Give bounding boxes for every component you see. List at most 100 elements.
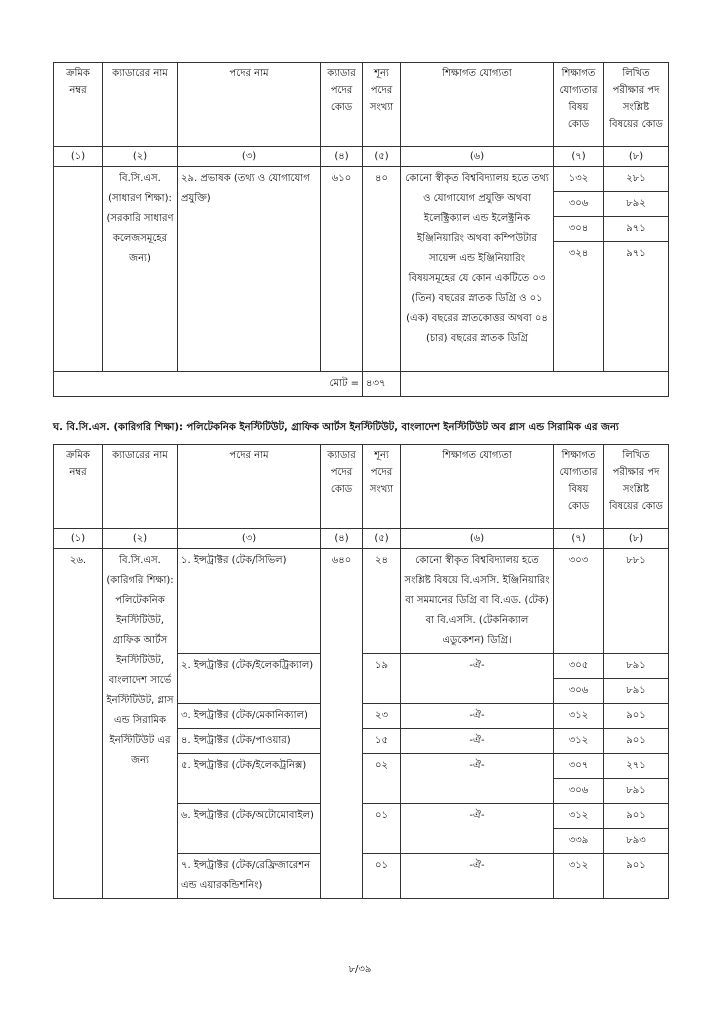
subject-code-cell: ৩১২ bbox=[553, 803, 604, 829]
table-row: ৭. ইন্সট্রাক্টর (টেক/রেফ্রিজারেশন এন্ড এ… bbox=[54, 853, 669, 899]
subject-code-cell: ১৩২ bbox=[553, 166, 604, 192]
vacancies-cell: ১৯ bbox=[362, 653, 401, 704]
subject-code-cell: ৩২৪ bbox=[553, 241, 604, 372]
subject-code-cell: ৩০৪ bbox=[553, 216, 604, 242]
table-general-education: ক্রমিক নম্বর ক্যাডারের নাম পদের নাম ক্যা… bbox=[53, 62, 669, 397]
col-number: (২) bbox=[102, 146, 178, 167]
total-value: ৪৩৭ bbox=[362, 371, 401, 397]
exam-code-cell: ৯৭১ bbox=[603, 241, 669, 372]
code-subrow: ৩০৬ ৮৯১ bbox=[54, 678, 669, 704]
qualification-cell: -ঐ- bbox=[400, 753, 554, 804]
subject-code-cell: ৩০৩ bbox=[553, 548, 604, 654]
header-exam-code: লিখিত পরীক্ষার পদ সংশ্লিষ্ট বিষয়ের কোড bbox=[603, 62, 669, 147]
exam-code-cell: ৯০১ bbox=[603, 853, 669, 899]
col-number: (৪) bbox=[320, 528, 363, 549]
header-qualification: শিক্ষাগত যোগ্যতা bbox=[400, 444, 554, 529]
exam-code-cell: ৮৯৩ bbox=[603, 828, 669, 854]
col-number: (৩) bbox=[177, 528, 321, 549]
header-cadre-code: ক্যাডার পদের কোড bbox=[320, 62, 363, 147]
total-label: মোট = bbox=[53, 371, 363, 397]
exam-code-cell: ৮৯১ bbox=[603, 678, 669, 704]
header-post: পদের নাম bbox=[177, 444, 321, 529]
post-cell: ৪. ইন্সট্রাক্টর (টেক/পাওয়ার) bbox=[177, 728, 321, 754]
exam-code-cell: ৮৯১ bbox=[603, 653, 669, 679]
vacancies-cell: ২৩ bbox=[362, 703, 401, 729]
cadre-code-cell: ৬১০ bbox=[320, 166, 363, 372]
subject-code-cell: ৩১২ bbox=[553, 853, 604, 899]
col-number: (৬) bbox=[400, 146, 554, 167]
col-number: (৭) bbox=[553, 528, 604, 549]
serial-cell bbox=[53, 166, 103, 372]
subject-code-cell: ৩১২ bbox=[553, 728, 604, 754]
table-technical-education: ক্রমিক নম্বর ক্যাডারের নাম পদের নাম ক্যা… bbox=[53, 444, 669, 899]
post-cell: ২. ইন্সট্রাক্টর (টেক/ইলেকট্রিক্যাল) bbox=[177, 653, 321, 704]
vacancies-cell: ৪০ bbox=[362, 166, 401, 372]
col-number: (৮) bbox=[603, 146, 669, 167]
col-number: (৬) bbox=[400, 528, 554, 549]
header-subject-code: শিক্ষাগত যোগ্যতার বিষয় কোড bbox=[553, 444, 604, 529]
header-cadre: ক্যাডারের নাম bbox=[102, 62, 178, 147]
col-number: (৭) bbox=[553, 146, 604, 167]
qualification-cell: -ঐ- bbox=[400, 728, 554, 754]
exam-code-cell: ২৭১ bbox=[603, 753, 669, 779]
vacancies-cell: ০১ bbox=[362, 803, 401, 854]
header-cadre-code: ক্যাডার পদের কোড bbox=[320, 444, 363, 529]
cadre-cell: বি.সি.এস. (কারিগরি শিক্ষা): পলিটেকনিক ইন… bbox=[102, 548, 178, 899]
header-cadre: ক্যাডারের নাম bbox=[102, 444, 178, 529]
subject-code-cell: ৩৩৯ bbox=[553, 828, 604, 854]
vacancies-cell: ১৫ bbox=[362, 728, 401, 754]
col-number: (৮) bbox=[603, 528, 669, 549]
code-subrow: ৩৩৯ ৮৯৩ bbox=[54, 828, 669, 854]
post-cell: ৫. ইন্সট্রাক্টর (টেক/ইলেকট্রনিক্স) bbox=[177, 753, 321, 804]
table-row: বি.সি.এস. (সাধারণ শিক্ষা): (সরকারি সাধার… bbox=[53, 166, 669, 372]
header-row: ক্রমিক নম্বর ক্যাডারের নাম পদের নাম ক্যা… bbox=[53, 62, 669, 147]
qualification-cell: কোনো স্বীকৃত বিশ্ববিদ্যালয় হতে সংশ্লিষ্… bbox=[400, 548, 554, 654]
header-exam-code: লিখিত পরীক্ষার পদ সংশ্লিষ্ট বিষয়ের কোড bbox=[603, 444, 669, 529]
col-number: (৫) bbox=[362, 528, 401, 549]
header-vacancies: শূন্য পদের সংখ্যা bbox=[362, 444, 401, 529]
page-number: ৮/৩৯ bbox=[348, 964, 372, 975]
exam-code-cell: ৮৮১ bbox=[603, 548, 669, 654]
table-row: ৪. ইন্সট্রাক্টর (টেক/পাওয়ার) ১৫ -ঐ- ৩১২ ৯০১ bbox=[54, 728, 669, 754]
post-cell: ৬. ইন্সট্রাক্টর (টেক/অটোমোবাইল) bbox=[177, 803, 321, 854]
table-row: ৩. ইন্সট্রাক্টর (টেক/মেকানিক্যাল) ২৩ -ঐ- ৩১… bbox=[54, 703, 669, 729]
header-subject-code: শিক্ষাগত যোগ্যতার বিষয় কোড bbox=[553, 62, 604, 147]
exam-code-cell: ৯০১ bbox=[603, 728, 669, 754]
col-number: (৩) bbox=[177, 146, 321, 167]
subject-code-cell: ৩১২ bbox=[553, 703, 604, 729]
exam-code-cell: ৯৭১ bbox=[603, 216, 669, 242]
qualification-cell: -ঐ- bbox=[400, 853, 554, 899]
table-row: ৫. ইন্সট্রাক্টর (টেক/ইলেকট্রনিক্স) ০২ -ঐ- ৩… bbox=[54, 753, 669, 804]
qualification-cell: -ঐ- bbox=[400, 703, 554, 729]
qualification-cell: -ঐ- bbox=[400, 653, 554, 704]
total-empty bbox=[400, 371, 669, 397]
header-row: ক্রমিক নম্বর ক্যাডারের নাম পদের নাম ক্যা… bbox=[53, 444, 669, 529]
table-row: ২৬. বি.সি.এস. (কারিগরি শিক্ষা): পলিটেকনিক… bbox=[53, 548, 669, 899]
subject-code-cell: ৩০৬ bbox=[553, 191, 604, 217]
post-cell: ১. ইন্সট্রাক্টর (টেক/সিভিল) bbox=[177, 548, 321, 654]
table-body: ২৬. বি.সি.এস. (কারিগরি শিক্ষা): পলিটেকনিক… bbox=[53, 548, 669, 899]
cadre-cell: বি.সি.এস. (সাধারণ শিক্ষা): (সরকারি সাধার… bbox=[102, 166, 178, 372]
exam-code-cell: ২৮১ bbox=[603, 166, 669, 192]
col-number: (৫) bbox=[362, 146, 401, 167]
column-number-row: (১) (২) (৩) (৪) (৫) (৬) (৭) (৮) bbox=[53, 528, 669, 549]
qualification-cell: কোনো স্বীকৃত বিশ্ববিদ্যালয় হতে তথ্য ও য… bbox=[400, 166, 554, 372]
column-number-row: (১) (২) (৩) (৪) (৫) (৬) (৭) (৮) bbox=[53, 146, 669, 167]
header-serial: ক্রমিক নম্বর bbox=[53, 444, 103, 529]
qualification-cell: -ঐ- bbox=[400, 803, 554, 854]
table-row: ২. ইন্সট্রাক্টর (টেক/ইলেকট্রিক্যাল) ১৯ -ঐ-… bbox=[54, 653, 669, 704]
subject-code-cell: ৩০৬ bbox=[553, 678, 604, 704]
subject-code-cell: ৩০৭ bbox=[553, 753, 604, 779]
subject-code-cell: ৩০৫ bbox=[553, 653, 604, 679]
col-number: (১) bbox=[53, 146, 103, 167]
subject-code-cell: ৩০৬ bbox=[553, 778, 604, 804]
col-number: (১) bbox=[53, 528, 103, 549]
header-post: পদের নাম bbox=[177, 62, 321, 147]
code-subrow: ৩২৪ ৯৭১ bbox=[54, 241, 669, 372]
vacancies-cell: ২৪ bbox=[362, 548, 401, 654]
exam-code-cell: ৯০১ bbox=[603, 703, 669, 729]
vacancies-cell: ০১ bbox=[362, 853, 401, 899]
exam-code-cell: ৯০১ bbox=[603, 803, 669, 829]
exam-code-cell: ৮৯২ bbox=[603, 191, 669, 217]
section-heading: ঘ. বি.সি.এস. (কারিগরি শিক্ষা): পলিটেকনিক… bbox=[53, 422, 619, 433]
